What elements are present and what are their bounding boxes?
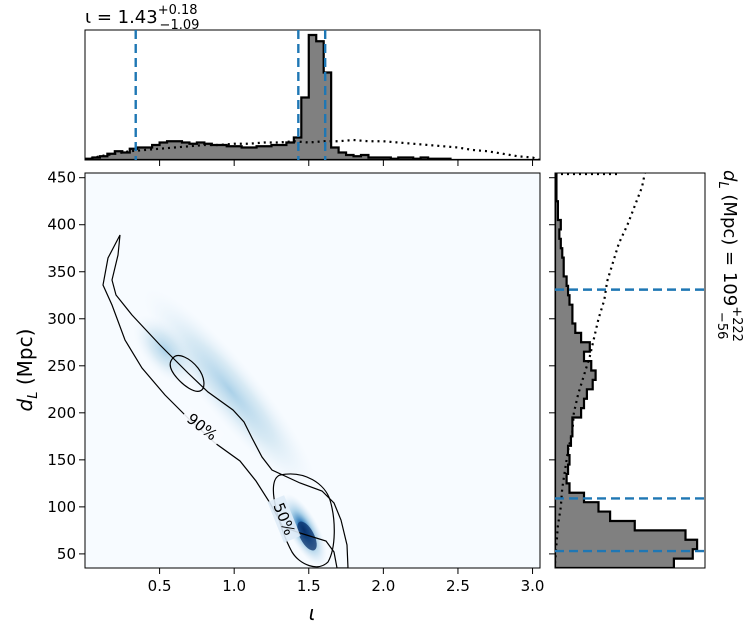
y-tick-label: 400 [47, 216, 76, 234]
iota-title: ι = 1.43+0.18 −1.09 [85, 3, 199, 33]
x-tick-label: 0.5 [148, 577, 172, 595]
iota-marginal-panel [84, 29, 541, 166]
y-tick-label: 250 [47, 357, 76, 375]
y-tick-label: 200 [47, 404, 76, 422]
x-tick-label: 3.0 [521, 577, 545, 595]
x-tick-label: 1.0 [222, 577, 246, 595]
x-axis-label: ι [309, 601, 316, 625]
y-tick-label: 150 [47, 451, 76, 469]
density-background [85, 173, 540, 568]
y-tick-label: 300 [47, 310, 76, 328]
iota-prior-curve [85, 138, 540, 160]
density-blob-peak [297, 521, 317, 551]
main-panel-frame [84, 172, 541, 569]
y-tick-label: 50 [57, 545, 76, 563]
y-tick-label: 450 [47, 169, 76, 187]
y-axis-label: dL (Mpc) [13, 329, 41, 412]
contour-90 [102, 234, 349, 568]
dl-posterior-histogram [555, 173, 699, 568]
joint-posterior-panel: 90% 50% [79, 172, 541, 574]
y-tick-label: 350 [47, 263, 76, 281]
x-tick-label: 2.0 [371, 577, 395, 595]
credible-contours [102, 234, 349, 568]
iota-posterior-histogram [85, 33, 540, 160]
x-tick-label: 1.5 [297, 577, 321, 595]
contour-90-island [169, 355, 205, 392]
dl-title: dL (Mpc) = 109+222−56 [714, 170, 744, 342]
density-blob-ridge [143, 288, 317, 492]
x-tick-label: 2.5 [446, 577, 470, 595]
dl-marginal-panel [549, 172, 706, 569]
density-map [133, 288, 327, 567]
y-tick-label: 100 [47, 498, 76, 516]
